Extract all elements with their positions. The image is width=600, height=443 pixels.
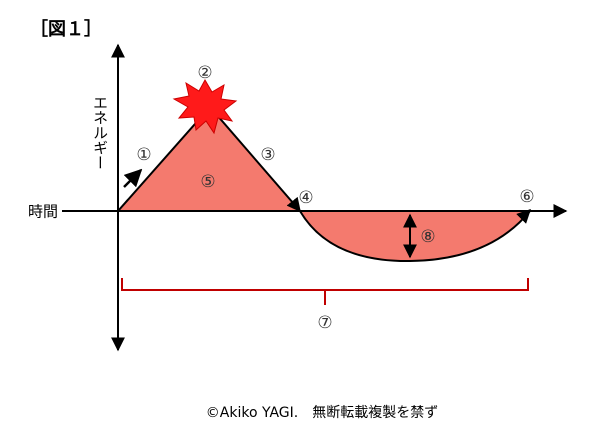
energy-trough	[298, 210, 533, 263]
rise-arrow	[123, 168, 143, 188]
marker: ①	[136, 145, 151, 165]
marker: ⑦	[317, 313, 332, 333]
bracket	[121, 278, 529, 305]
marker: ②	[197, 63, 212, 83]
explosion	[172, 78, 238, 135]
marker: ③	[260, 145, 275, 165]
y-axis-label: エネルギー	[91, 95, 109, 170]
marker: ⑧	[420, 227, 435, 247]
marker: ⑥	[519, 187, 534, 207]
x-axis-label: 時間	[28, 203, 58, 221]
marker: ④	[298, 188, 313, 208]
end-arrow	[516, 209, 531, 224]
turn-arrow	[286, 196, 301, 213]
figure-title: ［図１］	[30, 18, 102, 40]
marker: ⑤	[200, 172, 215, 192]
copyright: ©Akiko YAGI. 無断転載複製を禁ず	[206, 404, 438, 421]
